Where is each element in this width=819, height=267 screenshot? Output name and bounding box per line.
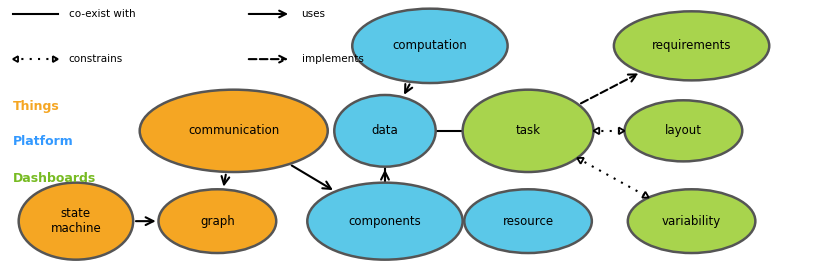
Text: variability: variability xyxy=(662,215,722,228)
Ellipse shape xyxy=(307,183,463,260)
Ellipse shape xyxy=(334,95,436,167)
Text: co-exist with: co-exist with xyxy=(69,9,135,19)
Text: implements: implements xyxy=(301,54,364,64)
Text: graph: graph xyxy=(200,215,235,228)
Text: constrains: constrains xyxy=(69,54,123,64)
Text: computation: computation xyxy=(392,39,468,52)
Text: task: task xyxy=(515,124,541,137)
Text: data: data xyxy=(372,124,398,137)
Text: uses: uses xyxy=(301,9,326,19)
Ellipse shape xyxy=(352,9,508,83)
Ellipse shape xyxy=(140,90,328,172)
Text: communication: communication xyxy=(188,124,279,137)
Text: resource: resource xyxy=(503,215,554,228)
Ellipse shape xyxy=(463,90,594,172)
Text: Things: Things xyxy=(13,100,60,113)
Text: components: components xyxy=(349,215,421,228)
Text: state
machine: state machine xyxy=(51,207,102,235)
Text: layout: layout xyxy=(665,124,702,137)
Ellipse shape xyxy=(628,189,755,253)
Text: Dashboards: Dashboards xyxy=(13,172,96,185)
Ellipse shape xyxy=(19,183,133,260)
Ellipse shape xyxy=(464,189,592,253)
Text: Platform: Platform xyxy=(13,135,74,148)
Ellipse shape xyxy=(614,11,769,80)
Ellipse shape xyxy=(625,100,742,161)
Text: requirements: requirements xyxy=(652,39,731,52)
Ellipse shape xyxy=(159,189,276,253)
